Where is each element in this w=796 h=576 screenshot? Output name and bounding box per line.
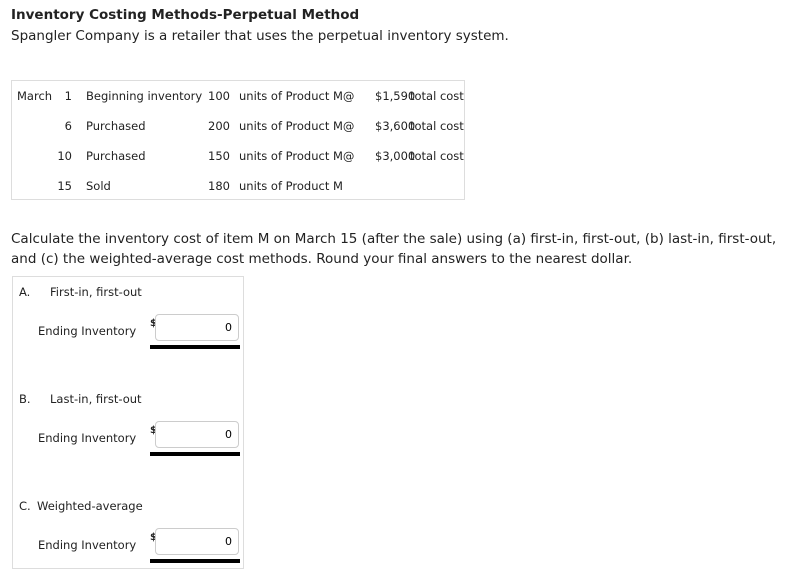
table-cell-day: 6 <box>64 119 72 133</box>
ending-inventory-label: Ending Inventory <box>38 538 137 552</box>
problem-intro: Spangler Company is a retailer that uses… <box>11 28 509 44</box>
double-underline <box>150 345 240 349</box>
section-letter: B. <box>19 392 31 406</box>
method-label: Weighted-average <box>37 499 143 513</box>
table-cell-cost: $3,000 <box>375 149 416 163</box>
table-cell-event: Purchased <box>86 149 146 163</box>
table-cell-cost: $3,600 <box>375 119 416 133</box>
table-cell-units: 100 <box>208 89 230 103</box>
method-label: Last-in, first-out <box>50 392 142 406</box>
inventory-table: March 1 Beginning inventory 100 units of Pr… <box>11 80 465 200</box>
ending-inventory-label: Ending Inventory <box>38 431 137 445</box>
double-underline <box>150 559 240 563</box>
table-cell-day: 1 <box>64 89 72 103</box>
table-cell-units: 150 <box>208 149 230 163</box>
table-cell-suffix: total cost <box>410 119 464 133</box>
table-cell-day: 15 <box>57 179 72 193</box>
table-cell-suffix: total cost <box>410 89 464 103</box>
ending-inventory-input[interactable] <box>155 314 239 341</box>
currency-symbol: $ <box>150 318 157 329</box>
table-cell-desc: units of Product M@ <box>239 119 355 133</box>
table-cell-desc: units of Product M@ <box>239 89 355 103</box>
section-letter: C. <box>19 499 31 513</box>
table-cell-event: Sold <box>86 179 111 193</box>
ending-inventory-input[interactable] <box>155 421 239 448</box>
question-text: Calculate the inventory cost of item M o… <box>11 231 777 267</box>
table-cell-units: 180 <box>208 179 230 193</box>
table-cell-desc: units of Product M <box>239 179 343 193</box>
currency-symbol: $ <box>150 425 157 436</box>
table-cell-event: Purchased <box>86 119 146 133</box>
ending-inventory-label: Ending Inventory <box>38 324 137 338</box>
table-cell-units: 200 <box>208 119 230 133</box>
page-title: Inventory Costing Methods-Perpetual Meth… <box>11 7 360 23</box>
answer-panel: A. First-in, first-out Ending Inventory $ B.… <box>12 276 244 569</box>
table-cell-day: 10 <box>57 149 72 163</box>
table-cell-suffix: total cost <box>410 149 464 163</box>
currency-symbol: $ <box>150 532 157 543</box>
table-cell-desc: units of Product M@ <box>239 149 355 163</box>
method-label: First-in, first-out <box>50 285 142 299</box>
double-underline <box>150 452 240 456</box>
section-letter: A. <box>19 285 31 299</box>
table-cell-event: Beginning inventory <box>86 89 203 103</box>
month: March <box>17 89 53 103</box>
ending-inventory-input[interactable] <box>155 528 239 555</box>
table-cell-cost: $1,590 <box>375 89 416 103</box>
